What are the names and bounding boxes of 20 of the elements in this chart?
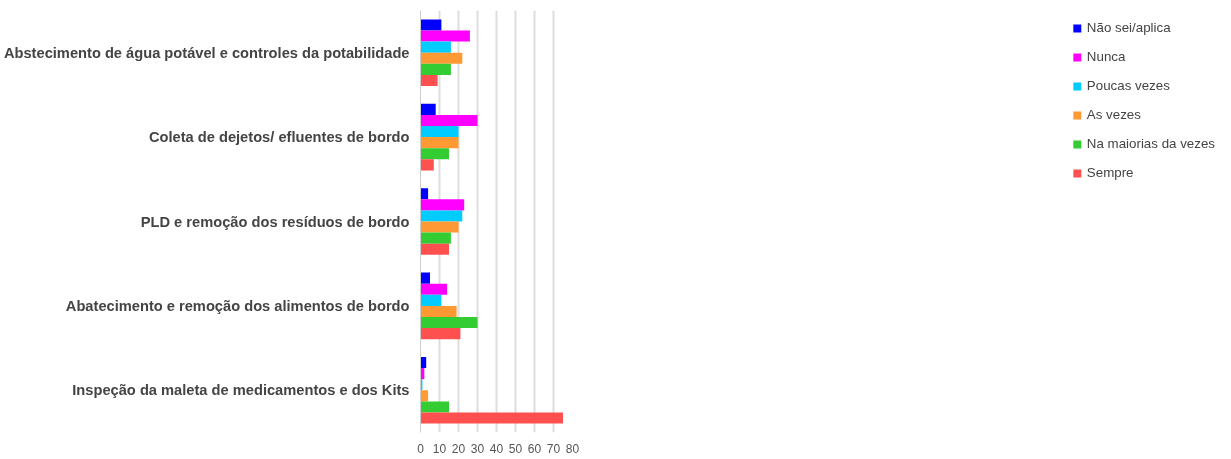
legend-label: Nunca xyxy=(1086,49,1126,64)
x-tick-label: 70 xyxy=(546,441,561,456)
y-tick-label: Coleta de dejetos/ efluentes de bordo xyxy=(148,129,410,146)
x-tick-label: 10 xyxy=(432,441,447,456)
y-tick-label: PLD e remoção dos resíduos de bordo xyxy=(140,213,410,230)
legend-label: Não sei/aplica xyxy=(1086,20,1171,35)
legend-label: As vezes xyxy=(1086,107,1141,122)
x-tick-label: 40 xyxy=(489,441,504,456)
y-tick-label: Inspeção da maleta de medicamentos e dos Kits xyxy=(72,382,410,399)
x-tick-label: 60 xyxy=(527,441,542,456)
x-tick-label: 80 xyxy=(565,441,580,456)
legend-label: Poucas vezes xyxy=(1086,78,1170,93)
y-tick-label: Abstecimento de água potável e controles da potabilidade xyxy=(3,44,410,61)
x-tick-label: 0 xyxy=(417,441,425,456)
legend-label: Na maiorias da vezes xyxy=(1086,136,1215,151)
x-tick-label: 50 xyxy=(508,441,523,456)
y-tick-label: Abatecimento e remoção dos alimentos de bordo xyxy=(65,297,410,314)
x-tick-label: 30 xyxy=(470,441,485,456)
legend-label: Sempre xyxy=(1086,165,1134,180)
x-tick-label: 20 xyxy=(451,441,466,456)
